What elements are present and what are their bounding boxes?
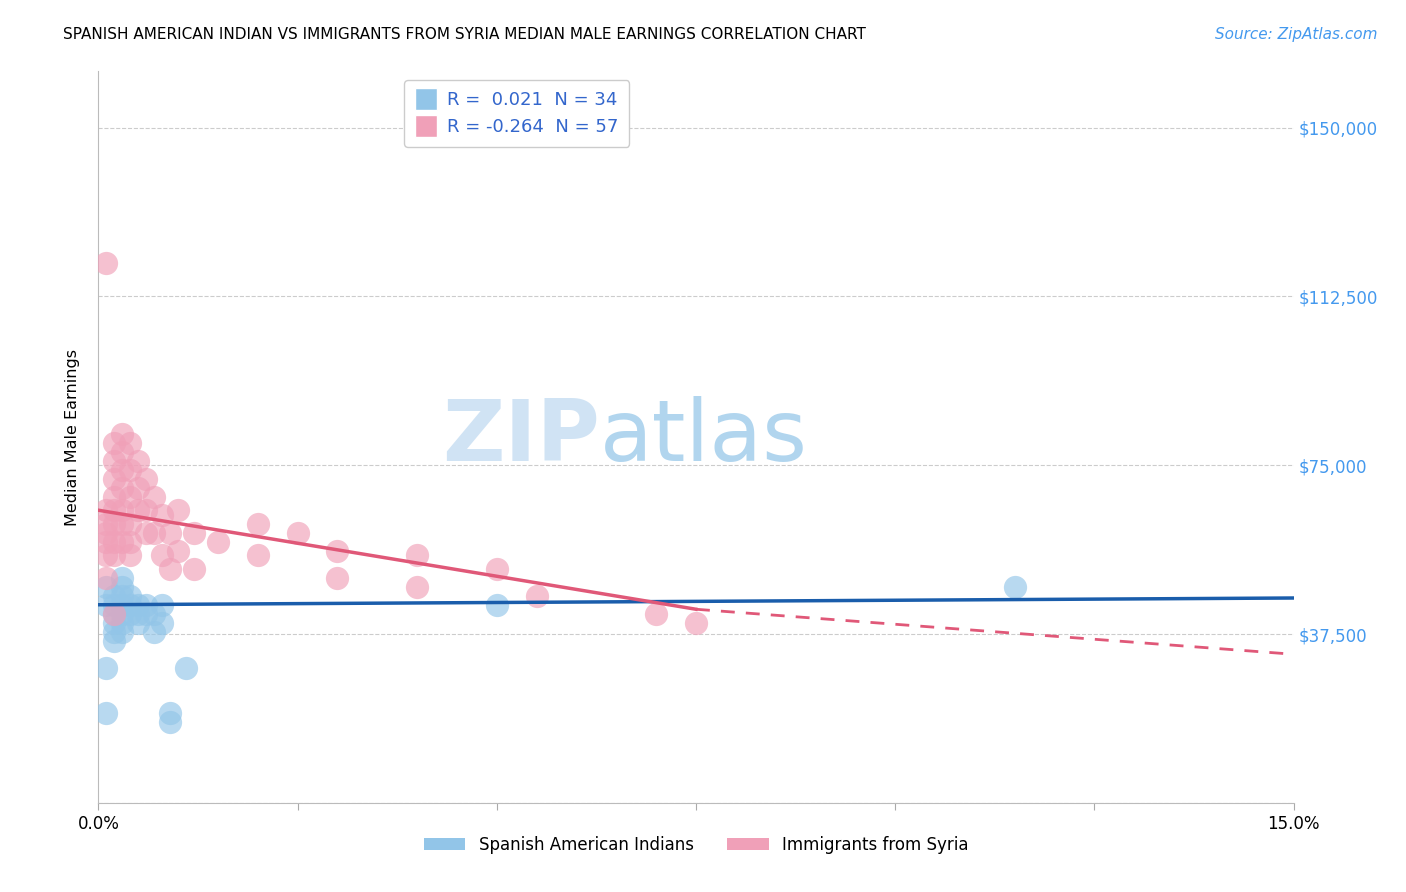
Legend: Spanish American Indians, Immigrants from Syria: Spanish American Indians, Immigrants fro… — [418, 829, 974, 860]
Point — [406, 548, 429, 562]
Point — [326, 571, 349, 585]
Point — [96, 255, 118, 269]
Point — [103, 607, 125, 621]
Point — [111, 444, 134, 458]
Point — [120, 607, 142, 621]
Point — [159, 706, 181, 720]
Point — [96, 706, 118, 720]
Point — [159, 562, 181, 576]
Point — [96, 661, 118, 675]
Point — [127, 615, 149, 630]
Point — [150, 598, 173, 612]
Point — [287, 525, 309, 540]
Point — [103, 453, 125, 467]
Point — [127, 453, 149, 467]
Point — [135, 607, 157, 621]
Point — [103, 516, 125, 531]
Point — [685, 615, 707, 630]
Point — [246, 548, 269, 562]
Point — [111, 598, 134, 612]
Point — [159, 525, 181, 540]
Point — [485, 562, 508, 576]
Point — [159, 714, 181, 729]
Point — [103, 490, 125, 504]
Point — [111, 463, 134, 477]
Point — [183, 562, 205, 576]
Point — [111, 426, 134, 441]
Point — [135, 503, 157, 517]
Point — [103, 548, 125, 562]
Point — [120, 598, 142, 612]
Point — [150, 508, 173, 522]
Point — [96, 548, 118, 562]
Point — [174, 661, 197, 675]
Text: Source: ZipAtlas.com: Source: ZipAtlas.com — [1215, 27, 1378, 42]
Point — [111, 516, 134, 531]
Point — [96, 534, 118, 549]
Point — [246, 516, 269, 531]
Point — [406, 580, 429, 594]
Point — [150, 615, 173, 630]
Point — [143, 624, 166, 639]
Point — [111, 607, 134, 621]
Point — [103, 589, 125, 603]
Point — [127, 503, 149, 517]
Point — [1004, 580, 1026, 594]
Point — [111, 571, 134, 585]
Point — [150, 548, 173, 562]
Point — [96, 525, 118, 540]
Point — [120, 534, 142, 549]
Point — [111, 503, 134, 517]
Point — [645, 607, 668, 621]
Point — [111, 481, 134, 495]
Point — [96, 580, 118, 594]
Point — [143, 607, 166, 621]
Point — [485, 598, 508, 612]
Point — [103, 598, 125, 612]
Point — [120, 516, 142, 531]
Point — [103, 503, 125, 517]
Point — [96, 571, 118, 585]
Point — [111, 624, 134, 639]
Point — [111, 589, 134, 603]
Point — [103, 534, 125, 549]
Point — [127, 481, 149, 495]
Point — [120, 490, 142, 504]
Point — [135, 598, 157, 612]
Point — [120, 589, 142, 603]
Point — [103, 615, 125, 630]
Point — [207, 534, 229, 549]
Point — [96, 516, 118, 531]
Point — [103, 624, 125, 639]
Point — [326, 543, 349, 558]
Point — [103, 607, 125, 621]
Point — [120, 463, 142, 477]
Point — [103, 633, 125, 648]
Point — [111, 615, 134, 630]
Point — [526, 589, 548, 603]
Y-axis label: Median Male Earnings: Median Male Earnings — [65, 349, 80, 525]
Point — [167, 503, 190, 517]
Text: SPANISH AMERICAN INDIAN VS IMMIGRANTS FROM SYRIA MEDIAN MALE EARNINGS CORRELATIO: SPANISH AMERICAN INDIAN VS IMMIGRANTS FR… — [63, 27, 866, 42]
Point — [135, 525, 157, 540]
Point — [143, 490, 166, 504]
Text: atlas: atlas — [600, 395, 808, 479]
Point — [127, 607, 149, 621]
Point — [120, 548, 142, 562]
Point — [135, 472, 157, 486]
Point — [143, 525, 166, 540]
Point — [103, 435, 125, 450]
Point — [120, 435, 142, 450]
Point — [103, 472, 125, 486]
Point — [167, 543, 190, 558]
Text: ZIP: ZIP — [443, 395, 600, 479]
Point — [183, 525, 205, 540]
Point — [96, 598, 118, 612]
Point — [111, 534, 134, 549]
Point — [96, 503, 118, 517]
Point — [127, 598, 149, 612]
Point — [111, 580, 134, 594]
